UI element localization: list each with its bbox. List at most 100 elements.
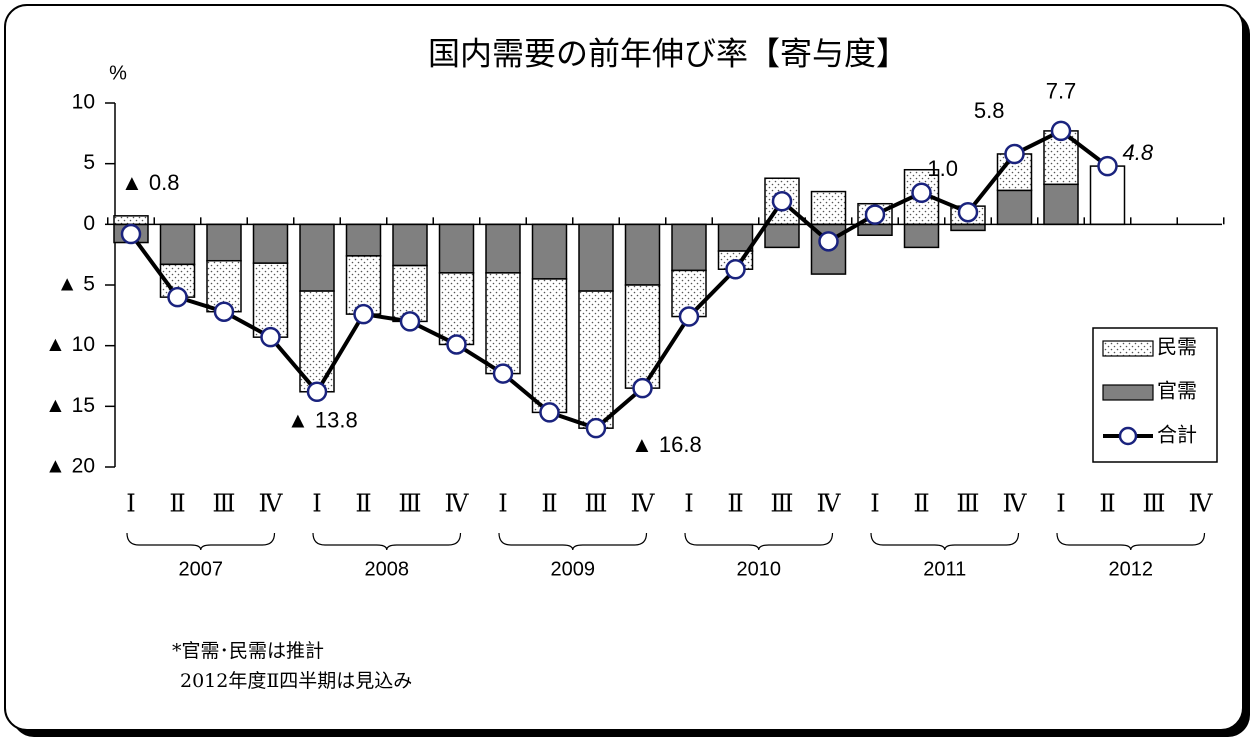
data-label: 4.8 [1123,140,1154,165]
y-tick-label: 0 [83,212,95,235]
bar [252,262,289,338]
x-tick-label: Ⅱ [913,490,929,518]
total-marker [818,231,839,252]
legend-label: 官需 [1157,379,1197,402]
x-tick-label: Ⅰ [1056,490,1065,518]
data-label: ▲ 0.8 [121,170,179,195]
bar [299,223,335,292]
note: 2012年度Ⅱ四半期は見込み [180,670,412,692]
chart-title: 国内需要の前年伸び率【寄与度】 [428,35,908,71]
bar [531,223,568,280]
y-tick-label: ▲ 5 [57,273,95,296]
note: *官需･民需は推計 [172,640,324,662]
x-tick-label: Ⅰ [684,490,693,518]
total-marker [1097,155,1118,177]
y-tick-label: ▲ 10 [45,333,95,356]
data-label: 7.7 [1046,79,1077,104]
y-tick-label: 5 [83,151,95,174]
bar [996,189,1033,226]
bar [578,223,614,292]
year-brace [870,532,1020,551]
total-marker [492,363,514,384]
total-marker [771,191,793,212]
x-tick-label: Ⅲ [1142,490,1165,518]
bar [159,223,196,266]
x-tick-label: Ⅰ [498,490,507,518]
legend-swatch [1102,340,1154,357]
x-tick-label: Ⅲ [584,490,607,518]
total-marker [957,201,979,223]
bar [438,223,475,274]
total-line [129,128,1109,431]
x-tick-label: Ⅳ [259,490,284,518]
bar [810,190,847,226]
year-label: 2011 [923,558,966,580]
x-tick-label: Ⅳ [1189,490,1214,518]
year-label: 2008 [365,558,410,580]
year-brace [684,532,834,551]
bar [113,215,149,226]
y-tick-label: 10 [72,91,95,114]
x-tick-label: Ⅳ [1003,490,1028,518]
data-label: 1.0 [927,156,958,181]
total-marker [864,204,886,225]
total-marker [399,311,421,332]
x-tick-label: Ⅱ [541,490,557,518]
year-brace [312,532,462,551]
total-marker [585,417,607,439]
bar [671,223,707,272]
year-brace [126,532,276,551]
y-tick-label: ▲ 15 [45,394,95,417]
total-marker [1004,143,1025,165]
year-label: 2012 [1109,558,1154,580]
bar [1043,183,1079,226]
total-marker [446,334,467,355]
year-brace [1056,532,1206,551]
x-tick-label: Ⅰ [870,490,879,518]
bar [345,255,382,315]
total-marker [167,286,188,308]
x-tick-label: Ⅲ [770,490,793,518]
year-brace [498,532,648,551]
total-marker [539,402,560,423]
x-tick-label: Ⅳ [445,490,470,518]
x-tick-label: Ⅱ [169,490,185,518]
year-label: 2009 [551,558,596,580]
bar [624,284,661,389]
frame [4,4,1244,731]
x-tick-label: Ⅲ [212,490,235,518]
x-tick-label: Ⅲ [398,490,421,518]
total-marker [260,326,281,348]
bar [903,223,940,249]
total-marker [120,223,142,245]
total-marker [725,258,746,280]
x-tick-label: Ⅳ [631,490,656,518]
data-label: ▲ 16.8 [631,432,702,457]
total-marker [632,377,653,399]
total-marker [306,381,328,403]
bar [392,223,428,267]
bar [717,223,754,252]
bar [531,278,568,414]
total-marker [911,182,932,204]
bar [206,223,242,262]
bar [252,223,289,264]
x-tick-label: Ⅲ [956,490,979,518]
y-unit: % [109,62,127,84]
bar [764,223,800,249]
x-tick-label: Ⅰ [312,490,321,518]
legend-label: 合計 [1157,423,1197,446]
bar [485,223,521,274]
bar [485,272,521,375]
bar [578,290,614,429]
bar [950,223,986,232]
x-tick-label: Ⅱ [727,490,743,518]
bar [624,223,661,286]
year-label: 2010 [737,558,782,580]
data-label: 5.8 [974,98,1005,123]
bar [438,272,475,346]
data-label: ▲ 13.8 [287,408,358,433]
x-tick-label: Ⅱ [355,490,371,518]
total-marker [213,301,235,322]
